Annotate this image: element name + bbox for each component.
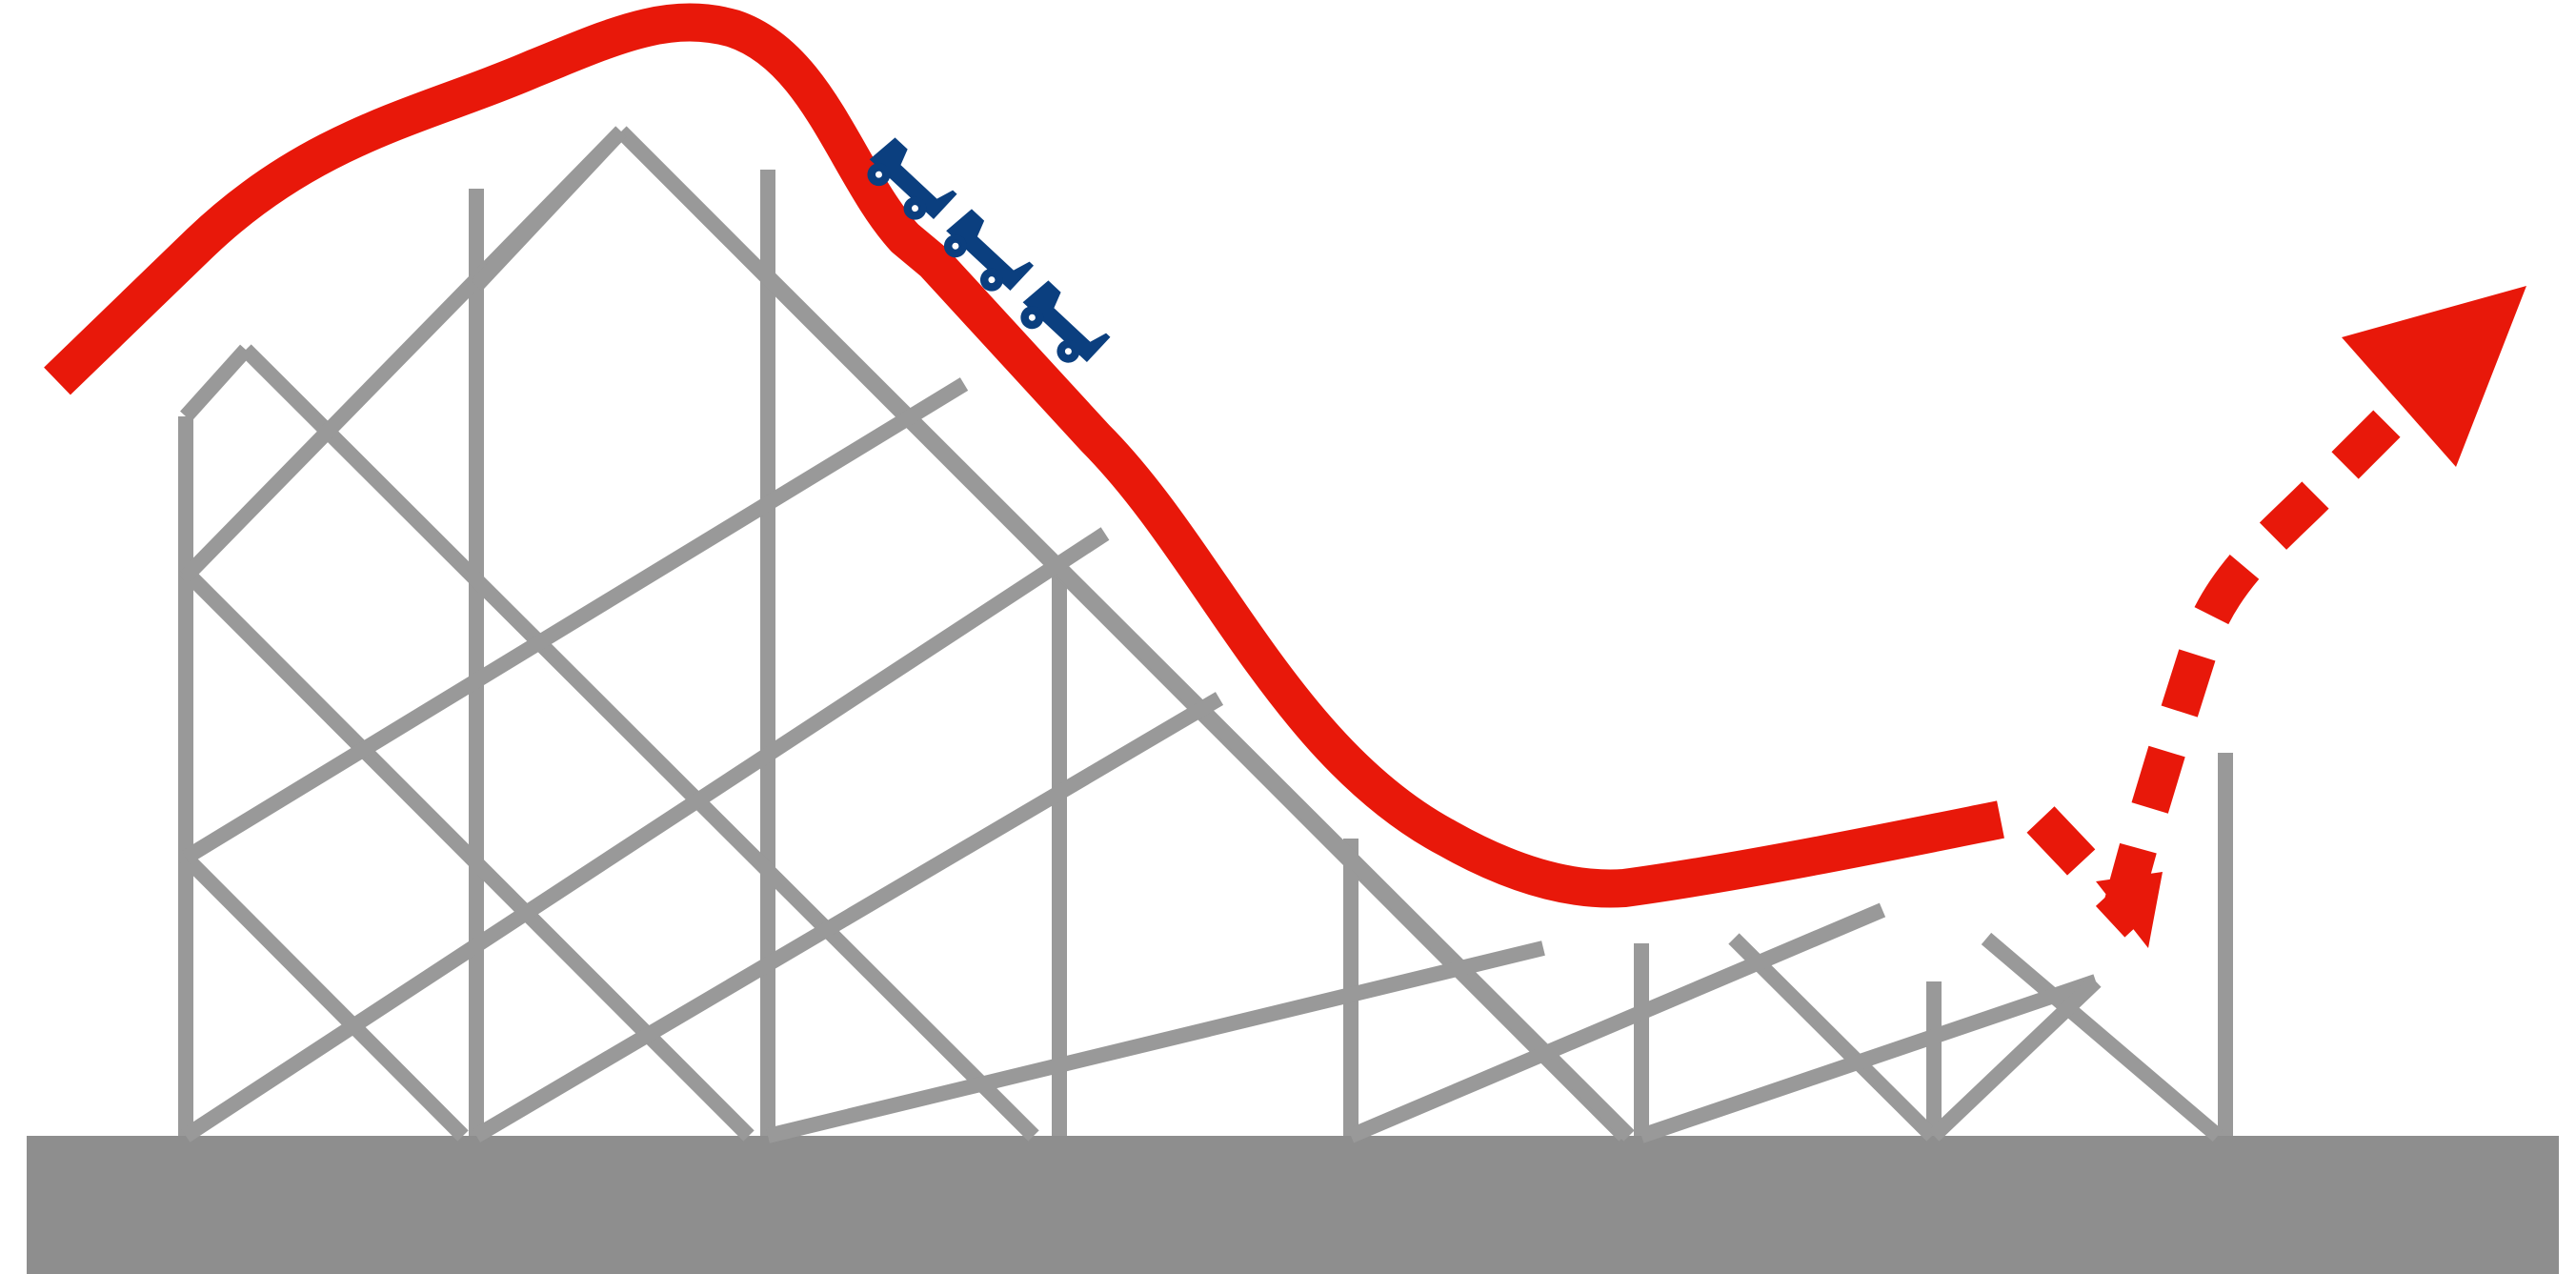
scaffold-brace: [1728, 933, 1938, 1142]
scaffold-brace: [181, 377, 969, 864]
coaster-train-icon: [867, 137, 1111, 363]
coaster-car: [1020, 280, 1111, 363]
coaster-scaffold: [178, 126, 2233, 1143]
coaster-car: [867, 137, 957, 220]
coaster-track: [44, 3, 2004, 908]
ground: [27, 1136, 2559, 1274]
coaster-car: [943, 209, 1035, 292]
coaster-track-projection: [2103, 376, 2434, 911]
scaffold-brace: [180, 566, 755, 1142]
scaffold-brace: [181, 527, 1110, 1143]
scaffold-brace: [1639, 974, 2099, 1143]
scaffold-brace: [766, 940, 1545, 1143]
scaffold-brace: [180, 852, 469, 1142]
scaffold-brace: [1347, 902, 1886, 1143]
scaffold-brace: [472, 692, 1224, 1143]
scaffold-brace: [180, 344, 252, 422]
scaffold-brace: [1928, 976, 2102, 1142]
scaffold-brace: [1981, 932, 2224, 1143]
arrow-down-icon: [2096, 872, 2163, 948]
arrow-up-right-icon: [2342, 286, 2526, 467]
scaffold-brace: [240, 344, 1039, 1142]
scaffold-brace: [471, 126, 627, 292]
